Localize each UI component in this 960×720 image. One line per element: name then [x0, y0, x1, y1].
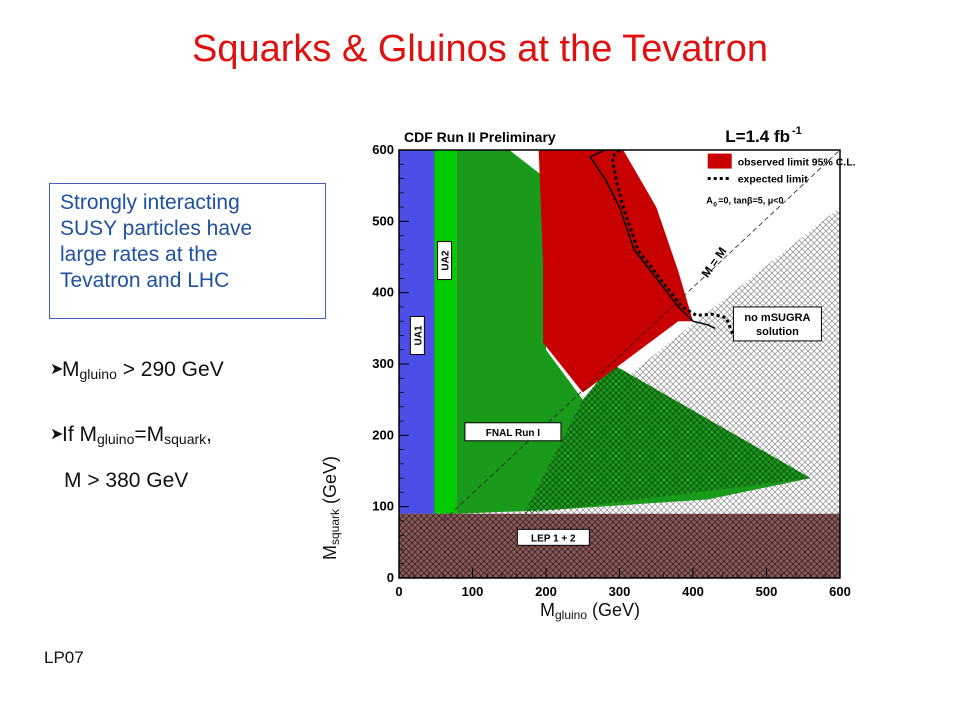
expected-limit-line — [610, 148, 735, 337]
bullet-text: M — [62, 358, 80, 381]
info-line: Tevatron and LHC — [60, 269, 230, 292]
legend-observed-swatch — [707, 153, 732, 169]
lep-box — [516, 528, 590, 546]
x-tick-label: 500 — [756, 584, 778, 599]
exclusion-plot: 0 100 200 300 400 500 600 0 100 200 300 400 500 600 CD… — [355, 120, 860, 630]
exclusion-plot-svg: 0 100 200 300 400 500 600 0 100 200 300 400 500 600 CD… — [372, 125, 855, 599]
bullet-sub: squark — [164, 431, 207, 447]
observed-limit-line — [588, 149, 716, 329]
y-tick-label: 400 — [372, 285, 394, 300]
y-tick-label: 600 — [372, 142, 394, 157]
info-line: large rates at the — [60, 243, 218, 266]
legend-expected-label: expected limit — [738, 174, 809, 186]
x-tick-label: 400 — [682, 584, 704, 599]
bullet-sub: gluino — [79, 366, 117, 382]
ylabel-main: M — [320, 545, 340, 560]
bullet-text: =M — [134, 423, 165, 446]
ua2-label: UA2 — [441, 250, 452, 270]
bullet-equal-mass: ➤If Mgluino=Msquark, — [50, 423, 212, 447]
xlabel-main: M — [540, 600, 555, 620]
legend-observed-label: observed limit 95% C.L. — [738, 157, 856, 169]
xlabel-rest: (GeV) — [587, 600, 641, 620]
no-msugra-label: solution — [756, 326, 799, 338]
info-line: Strongly interacting — [60, 191, 240, 214]
lep-hatch-region — [399, 513, 840, 578]
fnal-box — [464, 422, 562, 442]
slide-title: Squarks & Gluinos at the Tevatron — [192, 28, 768, 70]
bullet-sub: gluino — [97, 431, 135, 447]
bullet-gluino-limit: ➤Mgluino > 290 GeV — [50, 358, 224, 382]
ua2-box — [437, 241, 453, 281]
x-tick-label: 100 — [462, 584, 484, 599]
y-tick-label: 300 — [372, 356, 394, 371]
x-axis-label: Mgluino (GeV) — [540, 600, 640, 622]
x-tick-label: 200 — [535, 584, 557, 599]
arrow-bullet-icon: ➤ — [50, 426, 64, 443]
y-tick-label: 100 — [372, 499, 394, 514]
info-box: Strongly interacting SUSY particles have… — [49, 183, 326, 319]
arrow-bullet-icon: ➤ — [50, 361, 64, 378]
info-line: SUSY particles have — [60, 217, 253, 240]
bullet-text: > 290 GeV — [116, 358, 224, 381]
ua1-box — [409, 315, 425, 355]
observed-region — [523, 150, 693, 393]
legend-params-a: A — [706, 196, 713, 206]
ua2-region — [434, 150, 457, 514]
diagonal-line — [442, 149, 841, 522]
footer-label: LP07 — [44, 648, 84, 667]
bullet-mass-limit: M > 380 GeV — [64, 469, 189, 492]
x-tick-label: 600 — [829, 584, 851, 599]
fnal-label: FNAL Run I — [486, 428, 540, 439]
no-msugra-label: no mSUGRA — [744, 312, 810, 324]
plot-layer: 0 100 200 300 400 500 600 0 100 200 300 400 500 600 CD… — [372, 125, 855, 599]
no-msugra-box — [732, 306, 822, 342]
xlabel-sub: gluino — [555, 608, 588, 622]
legend-params-sub: 0 — [713, 202, 717, 209]
chart-title: CDF Run II Preliminary — [404, 129, 556, 145]
legend-params-rest: =0, tanβ=5, μ<0 — [718, 196, 783, 206]
y-tick-label: 200 — [372, 427, 394, 442]
y-tick-label: 500 — [372, 213, 394, 228]
ylabel-rest: (GeV) — [320, 455, 340, 509]
y-axis-label: Msquark (GeV) — [320, 456, 342, 560]
lep-label: LEP 1 + 2 — [531, 533, 576, 544]
luminosity-label: L=1.4 fb — [725, 127, 790, 146]
bullet-text: If M — [62, 423, 97, 446]
x-tick-label: 300 — [609, 584, 631, 599]
x-tick-label: 0 — [395, 584, 402, 599]
y-tick-label: 0 — [387, 570, 394, 585]
ylabel-sub: squark — [328, 508, 342, 545]
fnal-hatch-region — [523, 364, 811, 514]
luminosity-sup: -1 — [792, 125, 802, 137]
bullet-text: , — [206, 423, 213, 446]
ua1-label: UA1 — [413, 325, 424, 345]
